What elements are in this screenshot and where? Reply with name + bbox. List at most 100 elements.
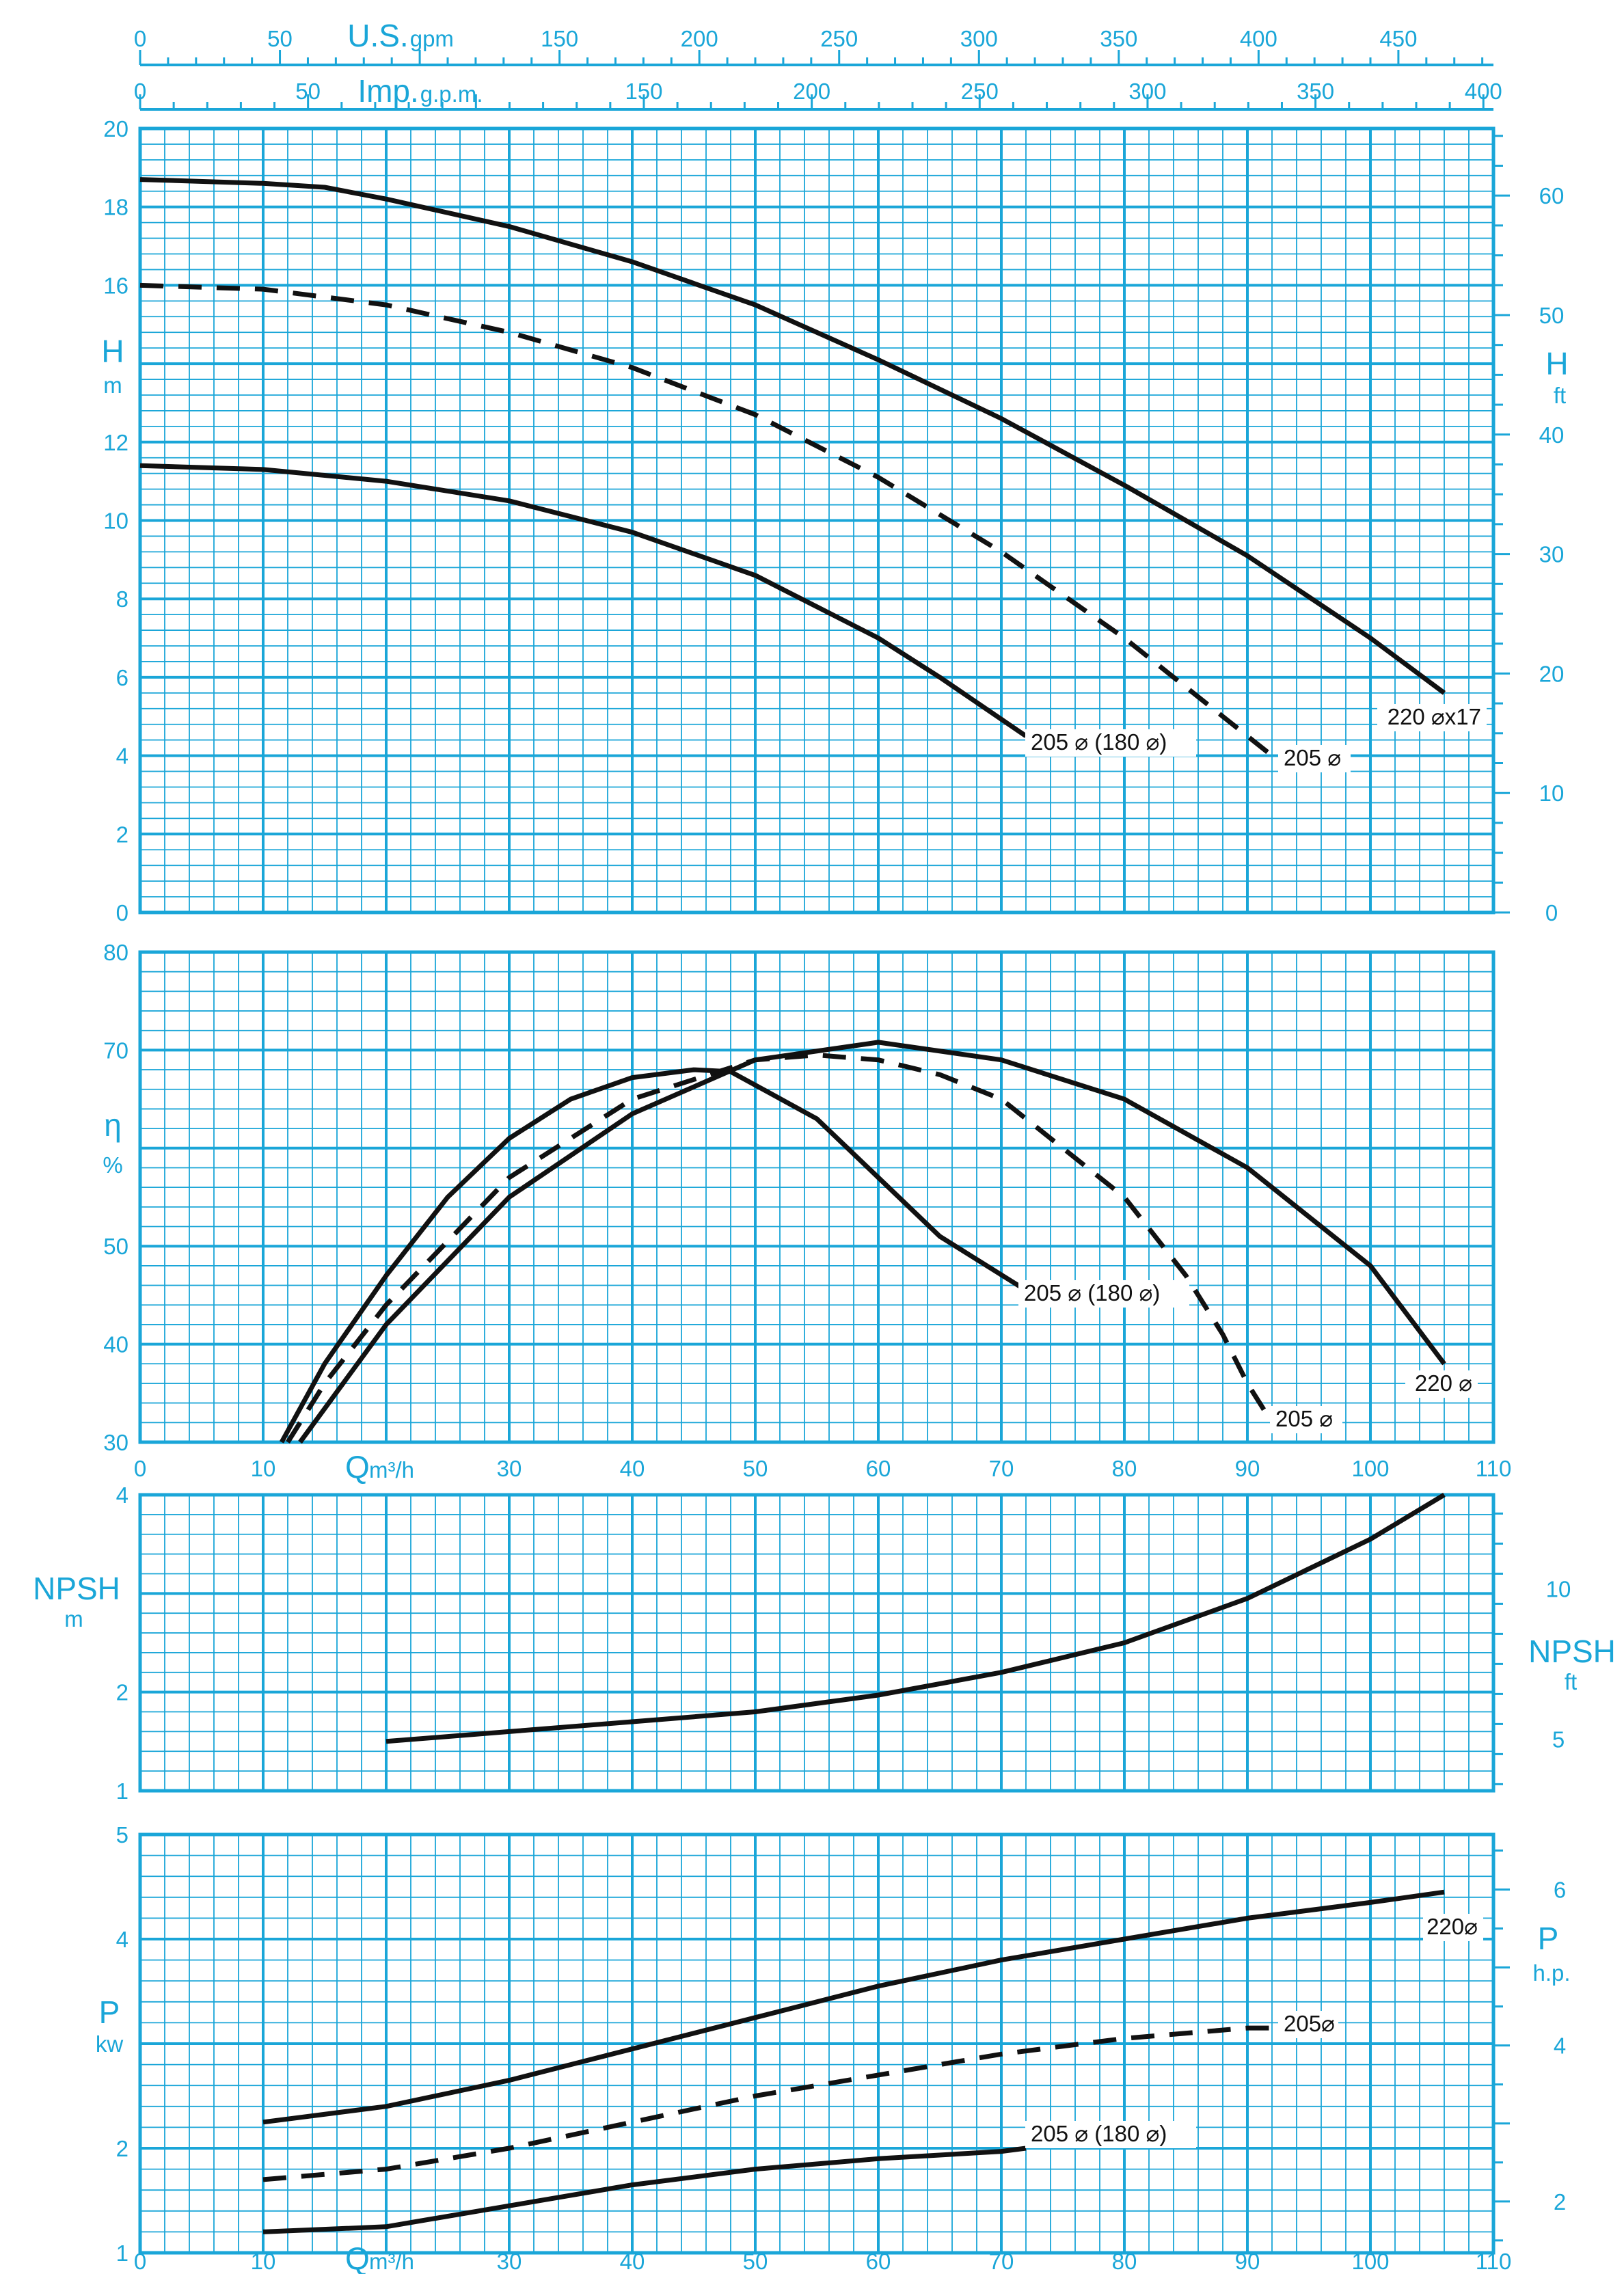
curve-power-205-180	[262, 2146, 1027, 2234]
y2-tick-label: 40	[1539, 422, 1565, 448]
y2-tick-label: 4	[1554, 2033, 1566, 2059]
label-head-205-bg	[1278, 745, 1351, 772]
y2-tick-label: 5	[1552, 1727, 1565, 1752]
y-tick-label: 50	[103, 1234, 128, 1259]
x-tick-label: 0	[134, 2249, 146, 2274]
label-power-205-180: 205 ⌀ (180 ⌀)	[1031, 2121, 1167, 2146]
x-tick-label: 30	[497, 2249, 522, 2274]
label-eff-205-180-bg	[1018, 1280, 1189, 1308]
y-tick-label: 2	[116, 822, 128, 847]
impgpm-tick-label: 50	[295, 79, 321, 104]
y2-tick-label: 60	[1539, 183, 1565, 208]
y2-axis-label: H	[1545, 346, 1568, 381]
y2-axis-unit: ft	[1554, 383, 1566, 408]
y-axis-label: NPSH	[33, 1571, 120, 1606]
y-tick-label: 5	[116, 1822, 128, 1847]
y-axis-unit: m	[64, 1606, 83, 1632]
curve-eff-205	[286, 1053, 1274, 1444]
impgpm-tick-label: 150	[625, 79, 662, 104]
usgpm-tick-label: 350	[1100, 26, 1137, 51]
head-grid	[138, 126, 1496, 915]
label-head-205-180: 205 ⌀ (180 ⌀)	[1031, 729, 1167, 755]
curve-power-220	[262, 1889, 1445, 2125]
y-tick-label: 1	[116, 2241, 128, 2266]
impgpm-tick-label: 0	[134, 79, 146, 104]
x-tick-label: 40	[620, 2249, 645, 2274]
x-tick-label: 30	[497, 1456, 522, 1481]
panel-frame	[138, 126, 1496, 915]
y-tick-label: 16	[103, 273, 128, 298]
x-tick-label: 10	[251, 1456, 276, 1481]
x-tick-label: 90	[1235, 2249, 1260, 2274]
curve-head-205	[139, 282, 1274, 758]
panel-frame	[138, 1493, 1496, 1793]
x-tick-label: 100	[1351, 2249, 1389, 2274]
x-tick-label: 90	[1235, 1456, 1260, 1481]
x-tick-label: 100	[1351, 1456, 1389, 1481]
usgpm-tick-label: 450	[1379, 26, 1417, 51]
label-power-205-bg	[1278, 2011, 1338, 2038]
label-head-205: 205 ⌀	[1284, 745, 1341, 770]
npsh-grid	[138, 1493, 1496, 1793]
label-power-220: 220⌀	[1426, 1914, 1478, 1939]
y2-tick-label: 30	[1539, 542, 1565, 567]
y2-tick-label: 2	[1554, 2189, 1566, 2215]
y-tick-label: 12	[103, 430, 128, 455]
y-tick-label: 1	[116, 1778, 128, 1804]
impgpm-tick-label: 200	[793, 79, 830, 104]
x-tick-label: 70	[989, 1456, 1014, 1481]
impgpm-tick-label: 250	[961, 79, 999, 104]
y-tick-label: 30	[103, 1430, 128, 1455]
x-tick-label: 110	[1476, 1456, 1512, 1481]
label-head-220: 220 ⌀x17	[1388, 704, 1481, 729]
y2-axis-unit: ft	[1565, 1669, 1577, 1694]
x-axis-unit: m³/h	[369, 2249, 414, 2274]
y2-tick-label: 0	[1545, 900, 1558, 925]
panel-frame	[138, 1832, 1496, 2255]
label-power-205-180-bg	[1025, 2121, 1196, 2148]
x-tick-label: 0	[134, 1456, 146, 1481]
usgpm-tick-label: 300	[960, 26, 998, 51]
x-tick-label: 60	[866, 2249, 891, 2274]
y-axis-label: P	[99, 1994, 120, 2030]
impgpm-tick-label: 400	[1465, 79, 1502, 104]
label-eff-205: 205 ⌀	[1275, 1406, 1333, 1431]
x-tick-label: 110	[1476, 2249, 1512, 2274]
label-head-220-bg	[1377, 704, 1487, 731]
y-tick-label: 4	[116, 744, 128, 769]
y-tick-label: 2	[116, 2136, 128, 2161]
grid-layer	[138, 126, 1496, 2255]
impgpm-tick-label: 350	[1297, 79, 1334, 104]
impgpm-unit-main: Imp.	[357, 73, 418, 109]
labels-layer: 220 ⌀x17 205 ⌀ 205 ⌀ (180 ⌀) 205 ⌀ (180 ⌀) 2…	[1018, 704, 1487, 2148]
y-tick-label: 8	[116, 586, 128, 612]
y2-tick-label: 10	[1539, 781, 1565, 806]
label-eff-220: 220 ⌀	[1415, 1370, 1472, 1396]
usgpm-tick-label: 150	[541, 26, 578, 51]
curve-eff-220	[298, 1040, 1446, 1444]
y2-tick-label: 20	[1539, 661, 1565, 686]
label-power-220-bg	[1423, 1914, 1483, 1941]
y2-tick-label: 10	[1546, 1576, 1571, 1601]
y-axis-label: η	[104, 1107, 122, 1143]
y-tick-label: 40	[103, 1332, 128, 1357]
y-tick-label: 4	[116, 1927, 128, 1952]
x-axis-unit: m³/h	[369, 1457, 414, 1483]
x-tick-label: 10	[251, 2249, 276, 2274]
y-tick-label: 6	[116, 665, 128, 690]
efficiency-grid	[138, 950, 1496, 1444]
y-axis-unit: %	[103, 1152, 122, 1178]
usgpm-tick-label: 50	[267, 26, 293, 51]
usgpm-unit-main: U.S.	[347, 18, 408, 53]
y-axis-unit: m	[103, 373, 122, 398]
curves-layer	[139, 177, 1446, 2234]
panel-frame	[138, 950, 1496, 1444]
y-tick-label: 10	[103, 509, 128, 534]
curve-head-220	[139, 177, 1446, 695]
curve-power-205	[262, 2025, 1272, 2182]
curve-eff-205-180	[279, 1067, 1027, 1444]
label-eff-205-180: 205 ⌀ (180 ⌀)	[1024, 1280, 1160, 1305]
x-axis-label: Q	[345, 1449, 370, 1485]
x-tick-label: 40	[620, 1456, 645, 1481]
y-tick-label: 70	[103, 1038, 128, 1063]
